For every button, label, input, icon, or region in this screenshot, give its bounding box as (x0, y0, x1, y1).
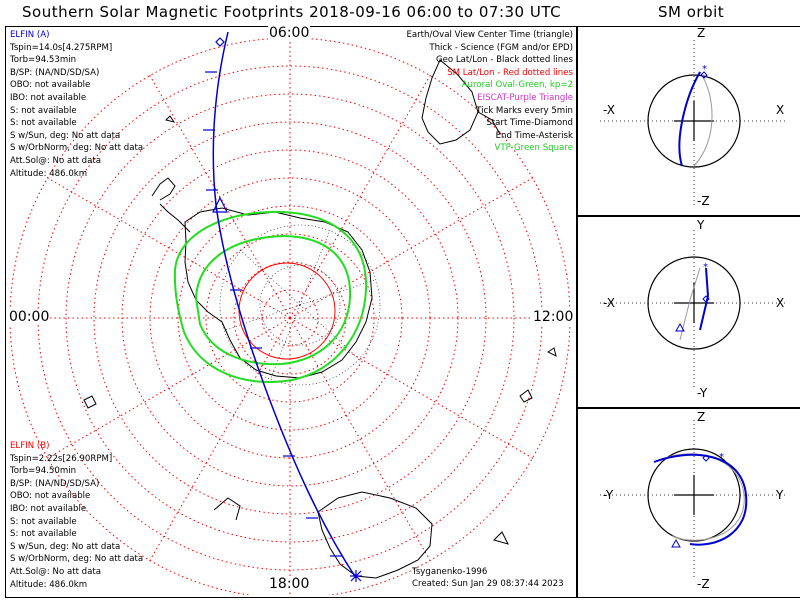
orbit-panel-3 (577, 408, 800, 598)
time-label-top: 06:00 (268, 25, 311, 41)
spacecraft-info-line: S w/OrbNorm, deg: No att data (10, 554, 144, 565)
spacecraft-info-line: Tspin=2.22s[26.90RPM] (10, 453, 113, 464)
legend-entry: Tick Marks every 5min (476, 105, 573, 116)
time-label-bottom: 18:00 (268, 576, 311, 592)
spacecraft-info-line: Torb=94.50min (10, 466, 77, 477)
orbit1-top: Z (697, 26, 706, 40)
orbit-panel-2 (577, 216, 800, 408)
spacecraft-info-line: B/SP: (NA/ND/SD/SA) (10, 67, 100, 78)
orbit2-left: -X (603, 296, 615, 310)
spacecraft-info-line: S: not available (10, 105, 77, 116)
model-credit: Tsyganenko-1996 (412, 567, 488, 577)
spacecraft-info-line: Att.Sol@: No att data (10, 566, 102, 577)
spacecraft-info-line: S: not available (10, 516, 77, 527)
spacecraft-info-line: Altitude: 486.0km (10, 168, 88, 179)
time-label-left: 00:00 (8, 309, 51, 325)
orbit1-right: X (776, 103, 785, 117)
spacecraft-info-line: Att.Sol@: No att data (10, 155, 102, 166)
elfin-a-name: ELFIN (A) (10, 30, 50, 40)
spacecraft-info-line: Tspin=14.0s[4.275RPM] (10, 42, 113, 53)
spacecraft-info-line: Torb=94.53min (10, 55, 77, 66)
coastlines (83, 59, 557, 579)
spacecraft-info-line: OBO: not available (10, 80, 91, 91)
orbit-plot-xz: * (600, 40, 788, 205)
orbit3-bottom: -Z (697, 577, 710, 591)
legend-entry: Auroral Oval-Green, kp=2 (461, 80, 573, 91)
time-label-right: 12:00 (532, 309, 575, 325)
legend-entry: Earth/Oval View Center Time (triangle) (406, 30, 573, 40)
spacecraft-info-line: IBO: not available (10, 92, 87, 103)
orbit-plot-xy: * (600, 230, 788, 390)
orbit3-top: Z (697, 410, 706, 424)
spacecraft-info-line: S w/Sun, deg: No att data (10, 130, 121, 141)
orbit3-right: Y (776, 488, 784, 502)
legend-entry: EISCAT-Purple Triangle (477, 92, 573, 103)
elfin-a-info: ELFIN (A) Tspin=14.0s[4.275RPM] Torb=94.5… (10, 29, 143, 180)
svg-text:*: * (703, 262, 708, 273)
orbit2-bottom: -Y (697, 386, 708, 400)
auroral-oval (173, 210, 368, 383)
spacecraft-info-line: B/SP: (NA/ND/SD/SA) (10, 478, 100, 489)
legend-entry: VTP-Green Square (494, 143, 573, 154)
orbit1-left: -X (603, 103, 615, 117)
orbit-title: SM orbit (658, 3, 725, 21)
spacecraft-info-line: IBO: not available (10, 503, 87, 514)
plot-title: Southern Solar Magnetic Footprints 2018-… (22, 3, 562, 21)
legend-entry: End Time-Asterisk (495, 130, 573, 141)
orbit-panel-1 (577, 26, 800, 216)
elfin-a-track (212, 31, 357, 579)
elfin-b-info: ELFIN (B) Tspin=2.22s[26.90RPM] Torb=94.5… (10, 440, 143, 591)
orbit-plot-yz: * (600, 420, 788, 580)
legend-entry: SM Lat/Lon - Red dotted lines (447, 67, 573, 78)
orbit3-left: -Y (603, 488, 614, 502)
spacecraft-info-line: S w/Sun, deg: No att data (10, 541, 121, 552)
sm-lon-lines (8, 36, 572, 595)
end-asterisk (350, 570, 362, 582)
elfin-b-name: ELFIN (B) (10, 441, 50, 451)
svg-text:*: * (702, 64, 707, 75)
spacecraft-info-line: OBO: not available (10, 491, 91, 502)
orbit2-right: X (776, 296, 785, 310)
spacecraft-info-line: S: not available (10, 118, 77, 129)
created-timestamp: Created: Sun Jan 29 08:37:44 2023 (412, 579, 564, 589)
legend-entry: Thick - Science (FGM and/or EPD) (429, 42, 573, 53)
orbit2-top: Y (697, 218, 705, 232)
spacecraft-info-line: S: not available (10, 529, 77, 540)
spacecraft-info-line: S w/OrbNorm, deg: No att data (10, 143, 144, 154)
orbit1-bottom: -Z (697, 194, 710, 208)
spacecraft-info-line: Altitude: 486.0km (10, 579, 88, 590)
legend: Earth/Oval View Center Time (triangle) Th… (343, 29, 573, 155)
track-ticks (203, 71, 342, 557)
legend-entry: Geo Lat/Lon - Black dotted lines (435, 55, 573, 66)
view-center-triangle (212, 196, 228, 213)
legend-entry: Start Time-Diamond (486, 118, 573, 129)
svg-text:*: * (719, 452, 724, 463)
geo-lat-lon-lines (219, 224, 381, 386)
start-diamond (215, 37, 225, 47)
